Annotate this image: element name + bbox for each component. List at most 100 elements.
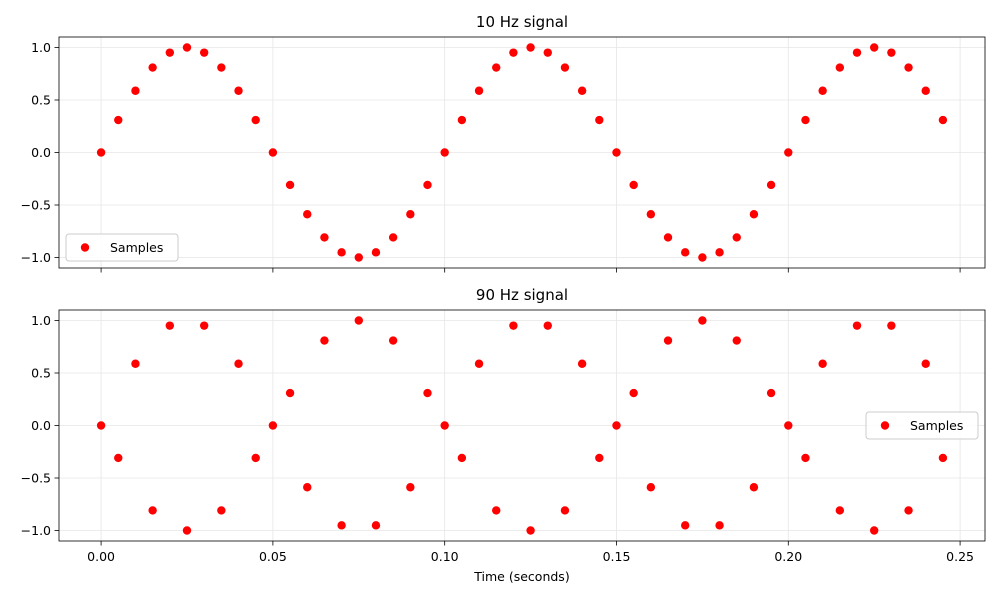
data-point xyxy=(595,453,604,463)
x-tick-label: 0.15 xyxy=(603,549,631,564)
data-point xyxy=(337,248,346,257)
x-tick-label: 0.05 xyxy=(259,549,287,564)
data-point xyxy=(474,86,484,95)
data-point xyxy=(303,483,312,492)
data-point xyxy=(938,453,948,463)
data-point xyxy=(629,180,638,190)
data-point xyxy=(560,63,570,72)
data-point xyxy=(526,43,535,52)
legend-marker xyxy=(80,243,90,252)
axes-frame xyxy=(58,36,986,269)
axes-frame xyxy=(58,309,986,542)
data-point xyxy=(114,115,123,125)
data-point xyxy=(509,321,518,330)
x-tick-label: 0.20 xyxy=(774,549,802,564)
data-point xyxy=(131,359,140,368)
data-point xyxy=(199,321,209,330)
data-point xyxy=(766,388,776,398)
data-point xyxy=(629,388,638,398)
data-point xyxy=(354,253,363,262)
data-point xyxy=(921,86,930,95)
data-point xyxy=(869,526,879,535)
data-point xyxy=(234,86,243,95)
legend-label: Samples xyxy=(910,418,963,433)
subplot-90hz: 90 Hz signal Time (seconds) 0.00 0.05 0.10… xyxy=(21,286,986,584)
data-point xyxy=(681,248,690,257)
data-point xyxy=(595,115,604,125)
data-point xyxy=(869,43,879,52)
data-point xyxy=(320,233,329,242)
data-point xyxy=(904,506,913,515)
data-point xyxy=(337,521,346,530)
data-point xyxy=(852,321,862,330)
x-axis-label: Time (seconds) xyxy=(473,569,569,584)
data-point xyxy=(388,233,398,242)
data-point xyxy=(217,506,226,515)
y-tick-label: 1.0 xyxy=(31,40,51,55)
data-point xyxy=(199,48,209,57)
data-point xyxy=(818,86,827,95)
data-point xyxy=(852,48,862,57)
data-point xyxy=(543,321,552,330)
data-point xyxy=(887,48,896,57)
data-point xyxy=(818,359,827,368)
data-point xyxy=(801,453,810,463)
data-point xyxy=(251,115,260,125)
data-point xyxy=(784,148,793,157)
legend: Samples xyxy=(865,411,979,440)
data-point xyxy=(835,63,845,72)
x-tick-label: 0.25 xyxy=(946,549,974,564)
data-point xyxy=(234,359,243,368)
data-point xyxy=(698,316,707,325)
data-point xyxy=(749,483,759,492)
data-point xyxy=(681,521,690,530)
data-point xyxy=(423,388,432,398)
data-point xyxy=(887,321,896,330)
data-point xyxy=(251,453,260,463)
data-point xyxy=(698,253,707,262)
data-point xyxy=(560,506,570,515)
data-point xyxy=(131,86,140,95)
y-tick-label: −0.5 xyxy=(21,198,51,213)
data-point xyxy=(285,388,295,398)
data-point xyxy=(114,453,123,463)
legend: Samples xyxy=(65,233,179,262)
data-point xyxy=(732,233,741,242)
data-point xyxy=(96,148,106,157)
data-point xyxy=(148,63,157,72)
x-tick-label: 0.00 xyxy=(87,549,115,564)
data-point xyxy=(492,63,501,72)
data-point xyxy=(663,233,673,242)
y-tick-label: 0.5 xyxy=(31,366,51,381)
data-point xyxy=(646,210,656,219)
data-point xyxy=(457,115,467,125)
data-point xyxy=(577,359,587,368)
data-point xyxy=(440,421,449,430)
data-point xyxy=(165,48,175,57)
data-point xyxy=(457,453,467,463)
data-point xyxy=(423,180,432,190)
y-tick-label: 0.0 xyxy=(31,145,51,160)
data-point xyxy=(388,336,398,345)
data-point xyxy=(440,148,449,157)
data-point xyxy=(904,63,913,72)
y-tick-label: −0.5 xyxy=(21,471,51,486)
data-point xyxy=(354,316,363,325)
data-point xyxy=(268,148,278,157)
data-point xyxy=(732,336,741,345)
y-tick-label: 1.0 xyxy=(31,313,51,328)
chart-title-90hz: 90 Hz signal xyxy=(476,286,568,304)
data-point xyxy=(612,421,621,430)
data-point xyxy=(182,526,192,535)
data-point xyxy=(526,526,535,535)
data-point xyxy=(303,210,312,219)
data-point xyxy=(268,421,278,430)
data-point xyxy=(715,521,724,530)
data-point xyxy=(921,359,930,368)
data-point xyxy=(165,321,175,330)
legend-box xyxy=(865,411,979,440)
x-tick-label: 0.10 xyxy=(431,549,459,564)
data-point xyxy=(715,248,724,257)
